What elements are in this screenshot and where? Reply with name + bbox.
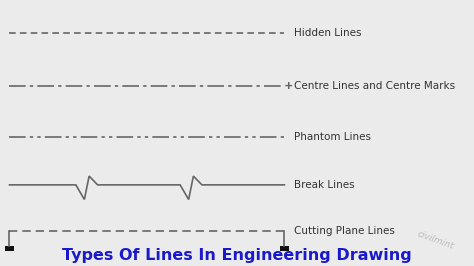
Bar [280,246,289,251]
Text: civilmint: civilmint [416,230,455,251]
Text: Types Of Lines In Engineering Drawing: Types Of Lines In Engineering Drawing [62,248,412,263]
Text: Centre Lines and Centre Marks: Centre Lines and Centre Marks [294,81,455,92]
Text: Cutting Plane Lines: Cutting Plane Lines [294,226,395,236]
Text: +: + [284,80,292,93]
Text: Phantom Lines: Phantom Lines [294,132,371,142]
Text: Hidden Lines: Hidden Lines [294,28,361,38]
Text: Break Lines: Break Lines [294,180,355,190]
Bar [5,246,14,251]
